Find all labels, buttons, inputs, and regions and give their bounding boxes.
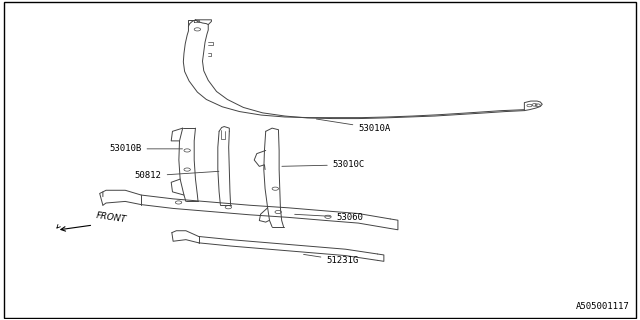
Text: A505001117: A505001117 (576, 302, 630, 311)
Text: 53010C: 53010C (282, 160, 365, 169)
Text: 53010A: 53010A (316, 119, 390, 132)
Text: 50812: 50812 (135, 171, 219, 180)
Text: 53060: 53060 (294, 213, 363, 222)
Text: 53010B: 53010B (109, 144, 182, 153)
Text: 51231G: 51231G (303, 254, 358, 265)
Text: FRONT: FRONT (95, 211, 127, 224)
